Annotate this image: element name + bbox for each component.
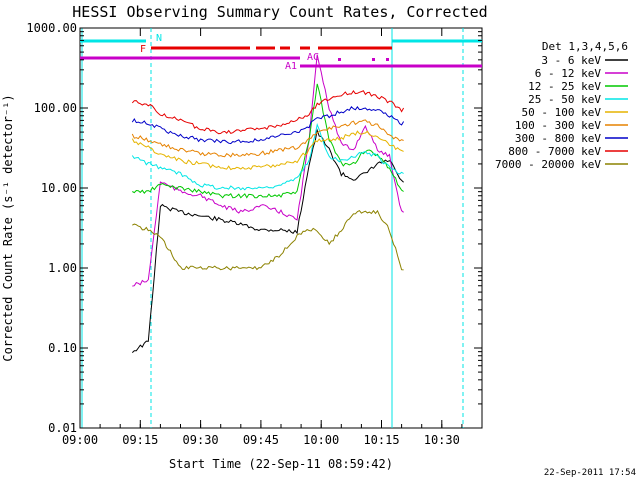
x-tick-label: 09:15 [122,433,158,447]
legend-entry-label: 12 - 25 keV [528,80,601,93]
legend-entry-label: 300 - 800 keV [515,132,601,145]
legend-entry-label: 25 - 50 keV [528,93,601,106]
legend-entry-label: 50 - 100 keV [522,106,602,119]
x-axis-label: Start Time (22-Sep-11 08:59:42) [169,457,393,471]
attenuator-flag-label: A1 [285,61,297,72]
legend-entry-label: 800 - 7000 keV [508,145,601,158]
legend-entry-label: 100 - 300 keV [515,119,601,132]
y-tick-label: 10.00 [41,181,77,195]
y-tick-label: 100.00 [34,101,77,115]
y-tick-label: 1.00 [48,261,77,275]
series-line [132,54,404,287]
x-tick-label: 10:30 [424,433,460,447]
series-line [131,123,404,191]
x-tick-label: 10:15 [363,433,399,447]
y-tick-label: 0.10 [48,341,77,355]
series-line [131,106,405,145]
legend-entry-label: 7000 - 20000 keV [495,158,601,171]
series-line [131,128,404,353]
series-line [131,90,405,135]
plot-area: NF A1 AC 09:00 09:15 09:30 09:45 10:00 10:15 10:… [26,21,483,447]
flag-dot [386,58,389,61]
decimation-flag-label: AC [307,52,319,63]
series-line [132,83,404,199]
flag-dot [338,58,341,61]
series-line [131,119,404,158]
y-axis: 0.01 0.10 1.00 10.00 100.00 1000.00 [26,21,482,435]
legend-entry-label: 3 - 6 keV [541,54,601,67]
x-axis: 09:00 09:15 09:30 09:45 10:00 10:15 10:30 [62,28,483,447]
y-tick-label: 0.01 [48,421,77,435]
flag-dot [372,58,375,61]
x-tick-label: 09:00 [62,433,98,447]
legend-title: Det 1,3,4,5,6 [542,40,628,53]
flag-layer: NF A1 AC [80,28,482,428]
chart-title: HESSI Observing Summary Count Rates, Cor… [72,3,487,21]
series-line [131,130,404,171]
x-tick-label: 10:00 [303,433,339,447]
series-layer [131,54,405,353]
x-tick-label: 09:45 [243,433,279,447]
series-line [132,209,404,271]
date-stamp: 22-Sep-2011 17:54 [544,468,636,478]
y-tick-label: 1000.00 [26,21,77,35]
y-axis-label: Corrected Count Rate (s⁻¹ detector⁻¹) [1,94,15,361]
flare-flag-label: F [140,44,146,55]
night-flag-label: N [156,33,162,44]
x-tick-label: 09:30 [183,433,219,447]
legend-entry-label: 6 - 12 keV [535,67,602,80]
